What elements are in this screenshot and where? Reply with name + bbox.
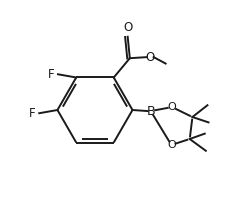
Text: F: F xyxy=(48,68,54,81)
Text: O: O xyxy=(168,102,176,112)
Text: F: F xyxy=(29,107,35,120)
Text: O: O xyxy=(123,21,132,34)
Text: B: B xyxy=(146,104,155,117)
Text: O: O xyxy=(146,51,155,64)
Text: O: O xyxy=(167,140,176,150)
